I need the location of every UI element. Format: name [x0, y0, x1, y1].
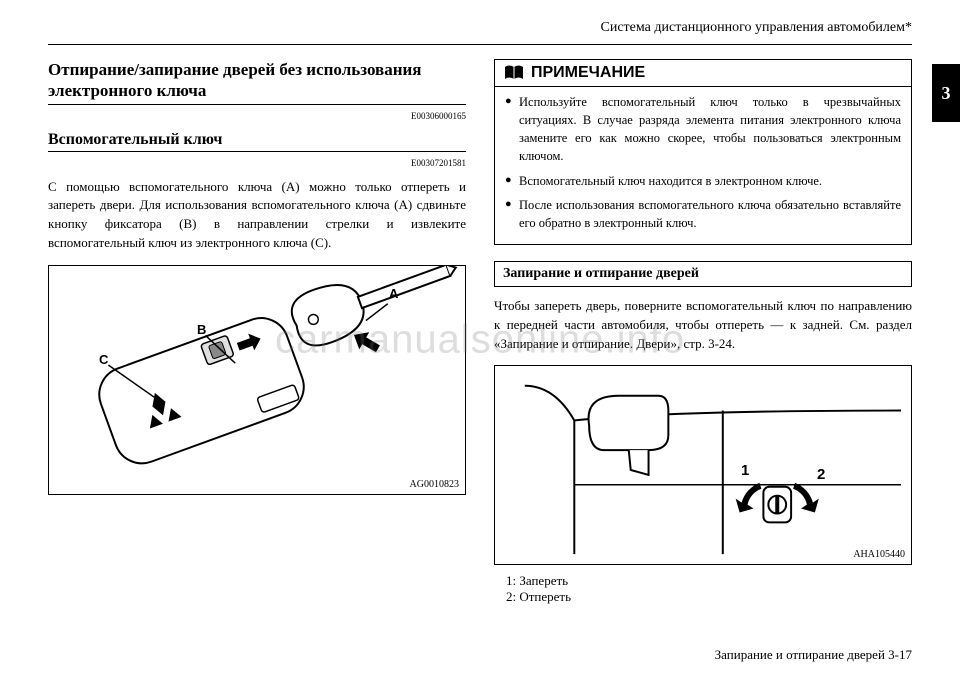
figure-label-1: 1: [741, 462, 749, 479]
chapter-tab: 3: [932, 64, 960, 122]
running-title: Система дистанционного управления автомо…: [48, 20, 912, 40]
boxed-subtitle: Запирание и отпирание дверей: [494, 261, 912, 287]
right-column: ПРИМЕЧАНИЕ Используйте вспомогательный к…: [494, 59, 912, 605]
legend-line: 1: Запереть: [506, 573, 912, 589]
sub-rule: [48, 151, 466, 152]
left-paragraph: С помощью вспомогательного ключа (A) мож…: [48, 178, 466, 253]
key-fob-illustration: [49, 266, 465, 494]
section-rule: [48, 104, 466, 105]
figure-label-a: A: [389, 286, 398, 301]
page: Система дистанционного управления автомо…: [0, 0, 960, 679]
figure-door: 1 2 AHA105440: [494, 365, 912, 565]
figure-code-right: AHA105440: [853, 549, 905, 560]
figure-label-c: C: [99, 352, 108, 367]
left-column: Отпирание/запирание дверей без использов…: [48, 59, 466, 605]
legend: 1: Запереть 2: Отпереть: [494, 573, 912, 605]
sub-title: Вспомогательный ключ: [48, 131, 466, 149]
legend-line: 2: Отпереть: [506, 589, 912, 605]
note-item: После использования вспомогательного клю…: [505, 196, 901, 232]
note-body: Используйте вспомогательный ключ только …: [495, 87, 911, 244]
note-item: Используйте вспомогательный ключ только …: [505, 93, 901, 166]
door-illustration: [495, 366, 911, 564]
section-code: E00306000165: [48, 111, 466, 121]
note-title: ПРИМЕЧАНИЕ: [531, 64, 645, 82]
figure-key: C B A AG0010823: [48, 265, 466, 495]
top-rule: [48, 44, 912, 45]
book-icon: [503, 64, 525, 82]
note-item: Вспомогательный ключ находится в электро…: [505, 172, 901, 190]
sub-code: E00307201581: [48, 158, 466, 168]
section-title: Отпирание/запирание дверей без использов…: [48, 59, 466, 102]
note-header: ПРИМЕЧАНИЕ: [495, 60, 911, 87]
note-box: ПРИМЕЧАНИЕ Используйте вспомогательный к…: [494, 59, 912, 245]
footer: Запирание и отпирание дверей 3-17: [715, 647, 912, 663]
figure-label-2: 2: [817, 466, 825, 483]
figure-code-left: AG0010823: [410, 479, 459, 490]
figure-label-b: B: [197, 322, 206, 337]
columns: Отпирание/запирание дверей без использов…: [48, 59, 912, 605]
right-paragraph: Чтобы запереть дверь, поверните вспомога…: [494, 297, 912, 354]
